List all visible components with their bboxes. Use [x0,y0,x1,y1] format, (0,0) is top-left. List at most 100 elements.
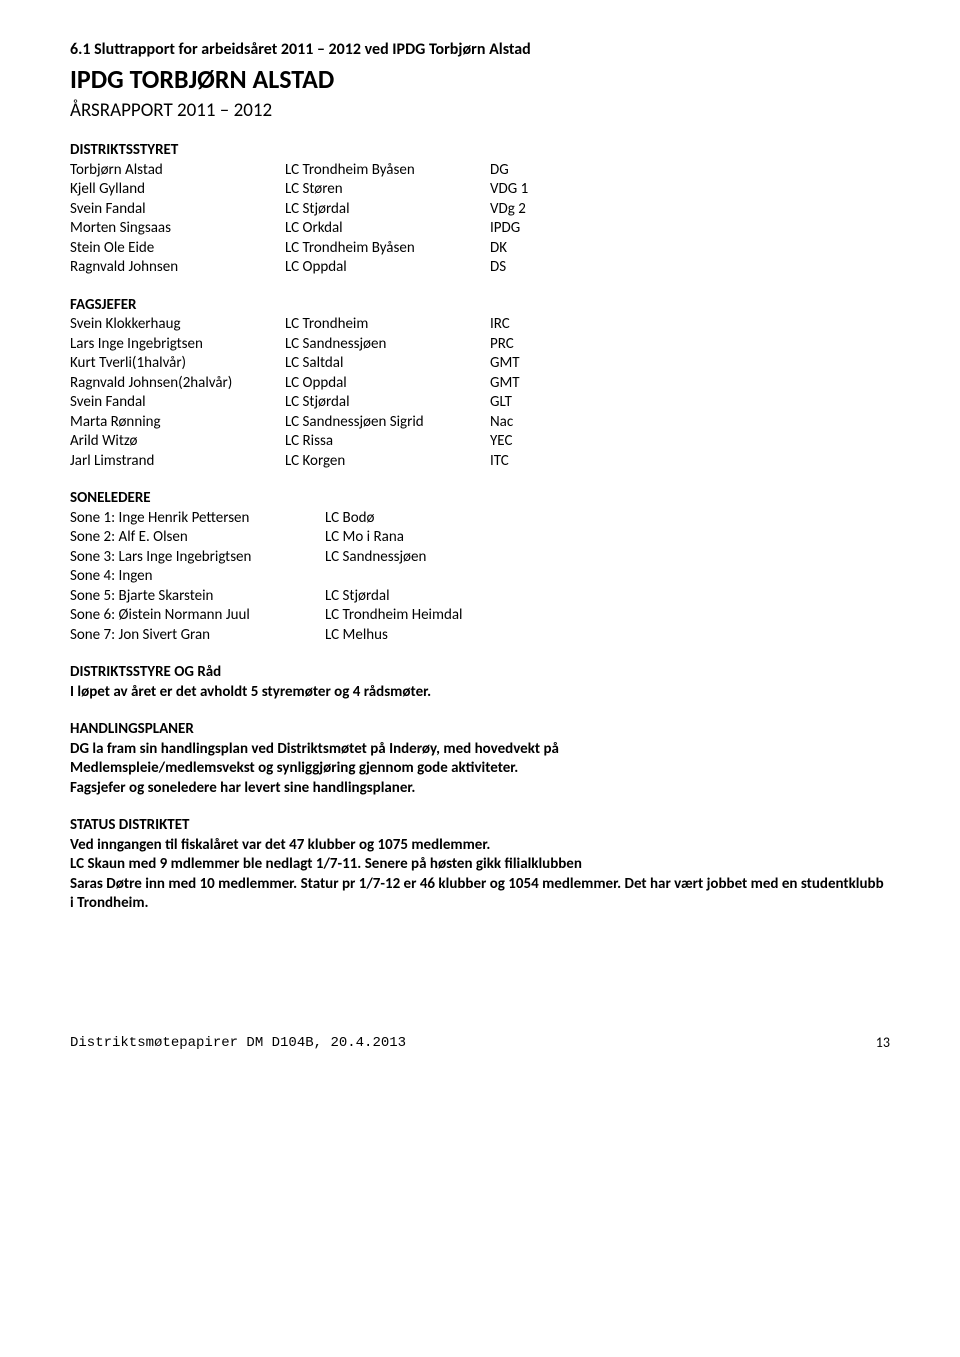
status-line: Ved inngangen til fiskalåret var det 47 … [70,836,890,856]
table-row: Kurt Tverli(1halvår) LC Saltdal GMT [70,354,890,374]
cell-role: GLT [490,393,512,413]
cell-club: LC Sandnessjøen [325,548,426,568]
cell-club: LC Stjørdal [285,200,490,220]
table-row: Stein Ole Eide LC Trondheim Byåsen DK [70,239,890,259]
table-row: Kjell Gylland LC Støren VDG 1 [70,180,890,200]
status-line: Saras Døtre inn med 10 medlemmer. Statur… [70,875,890,914]
cell-club: LC Stjørdal [325,587,390,607]
handlingsplaner-line: Fagsjefer og soneledere har levert sine … [70,779,890,799]
cell-role: DK [490,239,507,259]
table-row: Sone 7: Jon Sivert Gran LC Melhus [70,626,890,646]
table-row: Torbjørn Alstad LC Trondheim Byåsen DG [70,161,890,181]
table-row: Jarl Limstrand LC Korgen ITC [70,452,890,472]
soneledere-table: Sone 1: Inge Henrik Pettersen LC Bodø So… [70,509,890,646]
cell-label: Sone 1: Inge Henrik Pettersen [70,509,325,529]
cell-role: GMT [490,354,520,374]
table-row: Sone 5: Bjarte Skarstein LC Stjørdal [70,587,890,607]
cell-name: Svein Fandal [70,200,285,220]
cell-name: Kurt Tverli(1halvår) [70,354,285,374]
footer-page-number: 13 [876,1034,890,1052]
cell-role: GMT [490,374,520,394]
cell-club: LC Sandnessjøen Sigrid [285,413,490,433]
cell-club: LC Trondheim Byåsen [285,239,490,259]
table-row: Arild Witzø LC Rissa YEC [70,432,890,452]
cell-club: LC Oppdal [285,374,490,394]
section-number: 6.1 Sluttrapport for arbeidsåret 2011 – … [70,40,890,61]
cell-name: Jarl Limstrand [70,452,285,472]
fagsjefer-table: Svein Klokkerhaug LC Trondheim IRC Lars … [70,315,890,471]
cell-name: Kjell Gylland [70,180,285,200]
cell-club: LC Rissa [285,432,490,452]
table-row: Marta Rønning LC Sandnessjøen Sigrid Nac [70,413,890,433]
cell-name: Svein Klokkerhaug [70,315,285,335]
cell-label: Sone 5: Bjarte Skarstein [70,587,325,607]
handlingsplaner-section: HANDLINGSPLANER DG la fram sin handlings… [70,720,890,798]
cell-club: LC Trondheim [285,315,490,335]
table-row: Sone 2: Alf E. Olsen LC Mo i Rana [70,528,890,548]
cell-club: LC Saltdal [285,354,490,374]
cell-role: IPDG [490,219,520,239]
styre-og-raad-heading: DISTRIKTSSTYRE OG Råd [70,663,890,683]
cell-label: Sone 6: Øistein Normann Juul [70,606,325,626]
cell-club: LC Oppdal [285,258,490,278]
cell-role: IRC [490,315,510,335]
cell-name: Ragnvald Johnsen [70,258,285,278]
cell-label: Sone 3: Lars Inge Ingebrigtsen [70,548,325,568]
table-row: Sone 1: Inge Henrik Pettersen LC Bodø [70,509,890,529]
cell-club: LC Mo i Rana [325,528,404,548]
cell-name: Marta Rønning [70,413,285,433]
handlingsplaner-line: DG la fram sin handlingsplan ved Distrik… [70,740,890,760]
cell-role: PRC [490,335,514,355]
cell-name: Torbjørn Alstad [70,161,285,181]
cell-name: Ragnvald Johnsen(2halvår) [70,374,285,394]
cell-role: VDG 1 [490,180,528,200]
soneledere-heading: SONELEDERE [70,489,890,509]
main-title: IPDG TORBJØRN ALSTAD [70,63,890,97]
cell-club: LC Trondheim Byåsen [285,161,490,181]
cell-club: LC Korgen [285,452,490,472]
status-line-bold: Saras Døtre inn med 10 medlemmer. Statur… [70,875,884,913]
table-row: Sone 4: Ingen [70,567,890,587]
cell-club: LC Støren [285,180,490,200]
handlingsplaner-heading: HANDLINGSPLANER [70,720,890,740]
cell-club: LC Stjørdal [285,393,490,413]
table-row: Sone 6: Øistein Normann Juul LC Trondhei… [70,606,890,626]
cell-club: LC Bodø [325,509,374,529]
cell-club: LC Melhus [325,626,388,646]
fagsjefer-heading: FAGSJEFER [70,296,890,316]
table-row: Morten Singsaas LC Orkdal IPDG [70,219,890,239]
table-row: Svein Fandal LC Stjørdal VDg 2 [70,200,890,220]
distriktsstyret-table: Torbjørn Alstad LC Trondheim Byåsen DG K… [70,161,890,278]
cell-role: ITC [490,452,509,472]
cell-role: DS [490,258,506,278]
table-row: Svein Klokkerhaug LC Trondheim IRC [70,315,890,335]
table-row: Lars Inge Ingebrigtsen LC Sandnessjøen P… [70,335,890,355]
cell-name: Svein Fandal [70,393,285,413]
cell-name: Lars Inge Ingebrigtsen [70,335,285,355]
cell-club: LC Orkdal [285,219,490,239]
status-heading: STATUS DISTRIKTET [70,816,890,836]
cell-role: Nac [490,413,513,433]
table-row: Ragnvald Johnsen LC Oppdal DS [70,258,890,278]
table-row: Ragnvald Johnsen(2halvår) LC Oppdal GMT [70,374,890,394]
table-row: Svein Fandal LC Stjørdal GLT [70,393,890,413]
cell-role: VDg 2 [490,200,526,220]
table-row: Sone 3: Lars Inge Ingebrigtsen LC Sandne… [70,548,890,568]
styre-og-raad-text: I løpet av året er det avholdt 5 styremø… [70,683,890,703]
cell-club: LC Sandnessjøen [285,335,490,355]
footer-left: Distriktsmøtepapirer DM D104B, 20.4.2013 [70,1034,406,1052]
status-line: LC Skaun med 9 mdlemmer ble nedlagt 1/7-… [70,855,890,875]
cell-label: Sone 2: Alf E. Olsen [70,528,325,548]
sub-title: ÅRSRAPPORT 2011 – 2012 [70,99,890,124]
cell-name: Arild Witzø [70,432,285,452]
cell-label: Sone 7: Jon Sivert Gran [70,626,325,646]
page-footer: Distriktsmøtepapirer DM D104B, 20.4.2013… [70,1034,890,1052]
cell-name: Morten Singsaas [70,219,285,239]
cell-role: DG [490,161,509,181]
handlingsplaner-line: Medlemspleie/medlemsvekst og synliggjøri… [70,759,890,779]
cell-label: Sone 4: Ingen [70,567,325,587]
styre-og-raad-section: DISTRIKTSSTYRE OG Råd I løpet av året er… [70,663,890,702]
cell-club: LC Trondheim Heimdal [325,606,462,626]
cell-role: YEC [490,432,512,452]
distriktsstyret-heading: DISTRIKTSSTYRET [70,141,890,161]
